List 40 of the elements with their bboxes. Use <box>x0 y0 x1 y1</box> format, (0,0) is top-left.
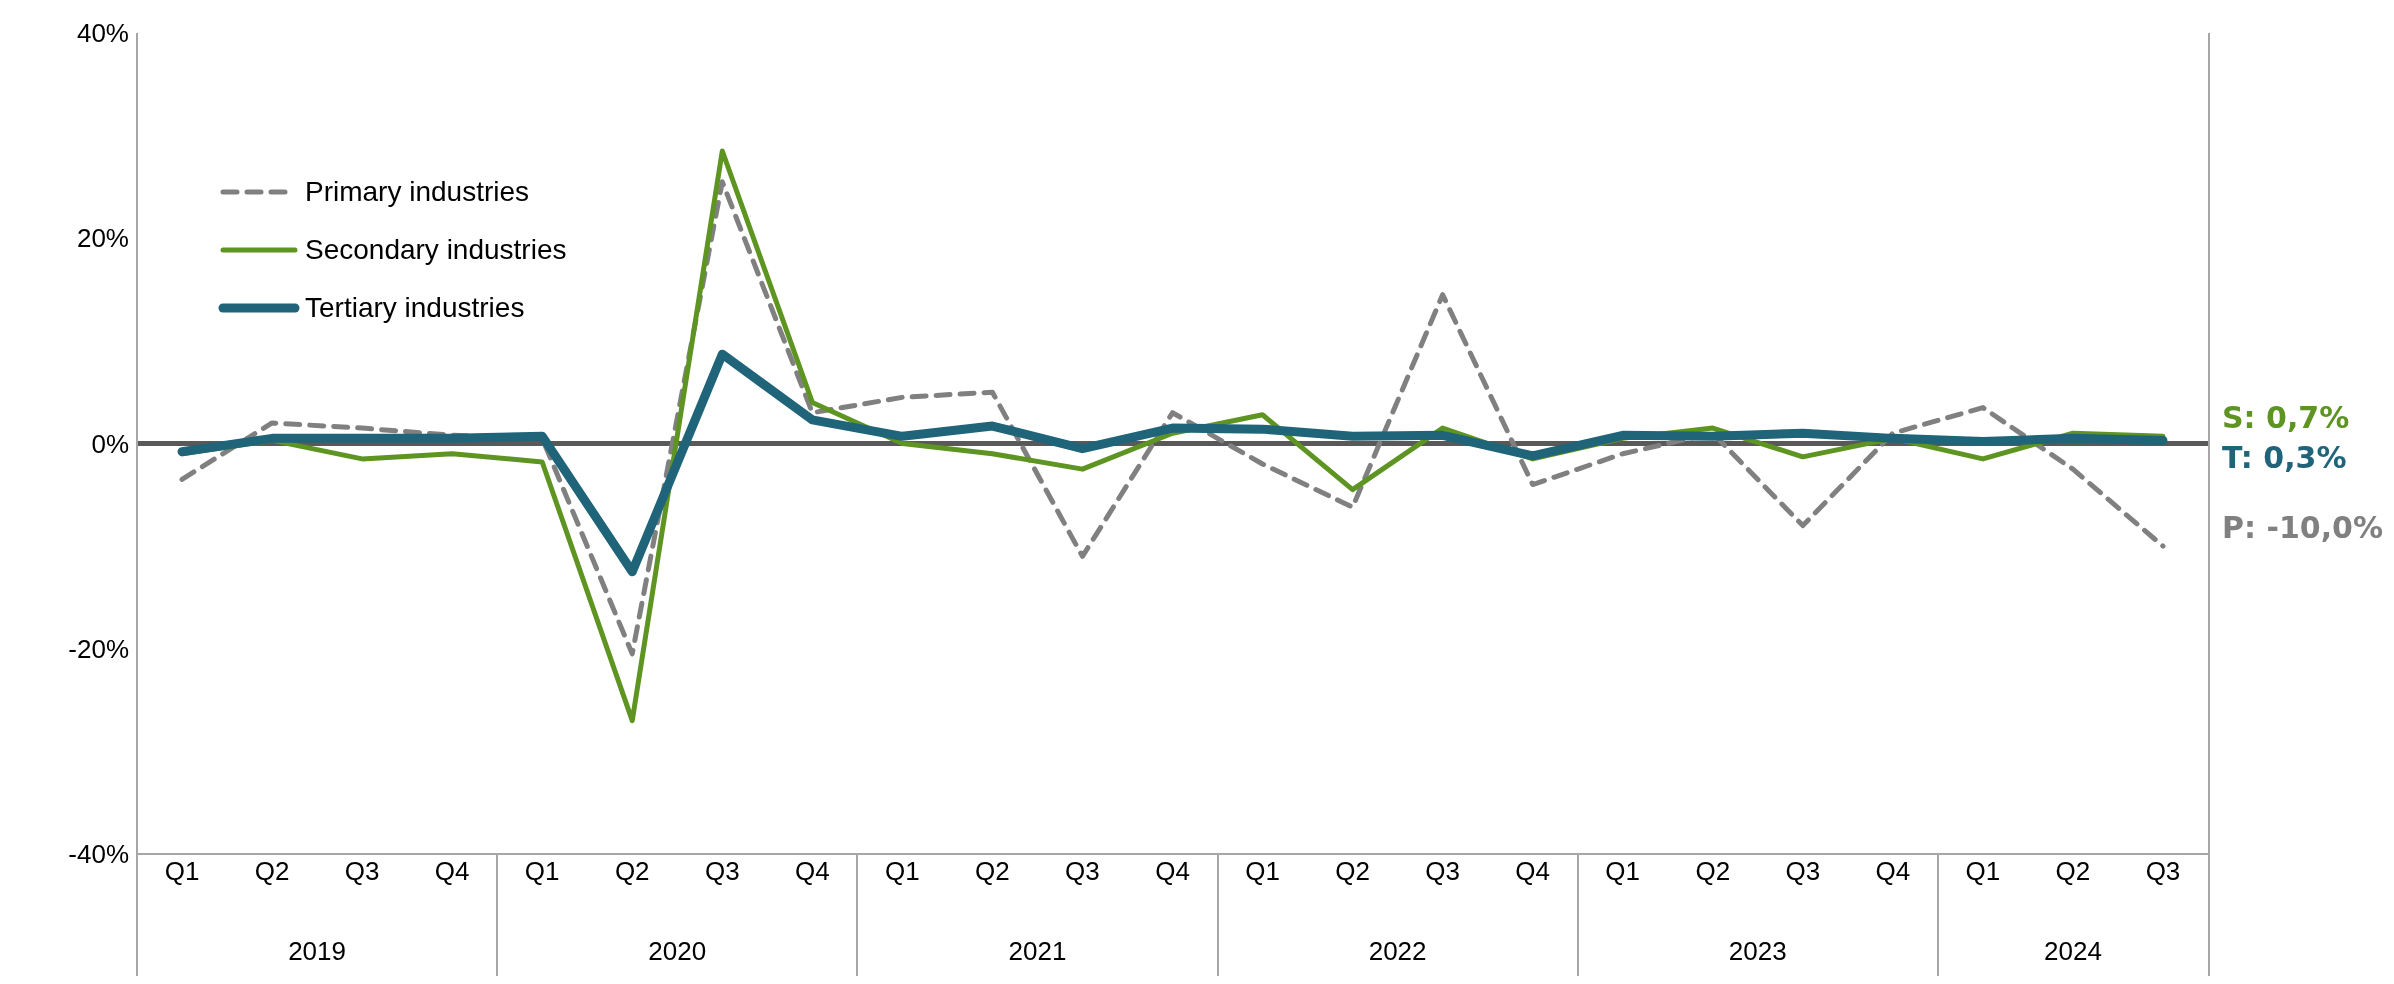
x-tick-label: Q1 <box>1245 856 1280 887</box>
text: T: 0,3% <box>2222 440 2347 476</box>
text: P: -10,0% <box>2222 510 2383 546</box>
x-tick-label: Q3 <box>2145 856 2181 887</box>
y-tick-label: 20% <box>76 223 129 254</box>
legend-label: Tertiary industries <box>305 292 525 324</box>
legend-label: Secondary industries <box>305 234 567 266</box>
text: 2020 <box>647 936 708 967</box>
x-tick-label: Q3 <box>344 856 380 887</box>
x-tick-label: Q1 <box>524 856 560 887</box>
text: S: 0,7% <box>2222 400 2350 436</box>
x-tick-label: Q3 <box>1785 856 1821 887</box>
text: 2024 <box>2043 936 2103 967</box>
x-tick-label: Q4 <box>1515 856 1551 887</box>
x-tick-label: Q2 <box>254 856 290 887</box>
x-tick-label: Q3 <box>704 856 740 887</box>
x-tick-label: Q3 <box>1425 856 1460 887</box>
x-tick-label: Q1 <box>1605 856 1641 887</box>
text: 2023 <box>1727 936 1788 967</box>
x-tick-label: Q2 <box>614 856 650 887</box>
x-tick-label: Q2 <box>1695 856 1731 887</box>
y-tick-label: -20% <box>68 633 129 664</box>
x-tick-label: Q1 <box>1965 856 2001 887</box>
x-tick-label: Q1 <box>164 856 200 887</box>
x-tick-label: Q3 <box>1065 856 1100 887</box>
x-tick-label: Q1 <box>885 856 920 887</box>
x-tick-label: Q4 <box>434 856 470 887</box>
x-tick-label: Q4 <box>794 856 830 887</box>
x-tick-label: Q4 <box>1155 856 1190 887</box>
text: 2022 <box>1367 936 1428 967</box>
y-tick-label: 40% <box>76 18 129 49</box>
x-tick-label: Q2 <box>2055 856 2091 887</box>
x-tick-label: Q4 <box>1875 856 1911 887</box>
x-tick-label: Q2 <box>975 856 1010 887</box>
text: 2019 <box>287 936 347 967</box>
x-tick-label: Q2 <box>1335 856 1370 887</box>
y-tick-label: 0% <box>91 428 129 459</box>
y-tick-label: -40% <box>68 839 129 870</box>
text: 2021 <box>1007 936 1068 967</box>
legend-label: Primary industries <box>305 176 530 208</box>
